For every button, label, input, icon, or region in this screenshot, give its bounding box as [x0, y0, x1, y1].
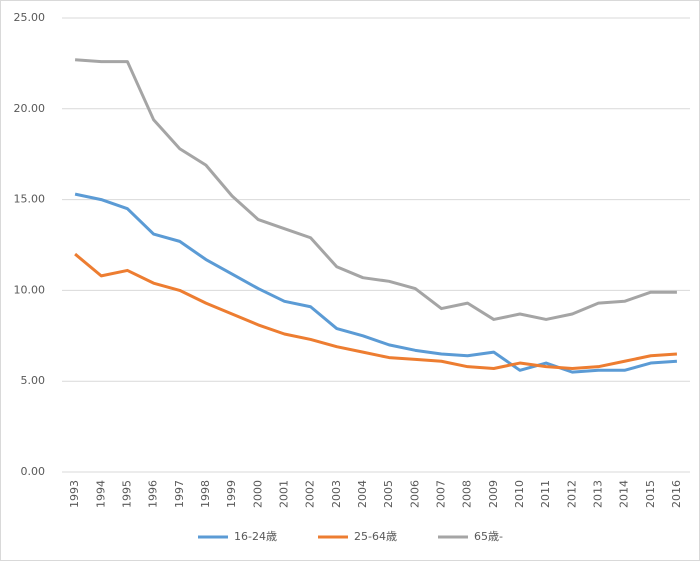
x-tick-label: 2011: [539, 480, 552, 508]
x-tick-label: 2008: [461, 480, 474, 508]
x-tick-label: 2003: [330, 480, 343, 508]
x-tick-label: 1996: [147, 480, 160, 508]
legend-label: 16-24歳: [234, 530, 277, 543]
y-tick-label: 10.00: [14, 283, 46, 296]
legend-label: 65歳-: [474, 530, 503, 543]
series-line: [74, 252, 678, 370]
y-tick-label: 5.00: [21, 374, 46, 387]
x-tick-label: 2006: [408, 480, 421, 508]
x-tick-label: 2005: [382, 480, 395, 508]
series-line: [74, 58, 677, 321]
x-tick-label: 2013: [591, 480, 604, 508]
x-tick-label: 2014: [618, 480, 631, 508]
x-tick-label: 2009: [487, 480, 500, 508]
x-tick-label: 2004: [356, 480, 369, 508]
x-tick-label: 2012: [565, 480, 578, 508]
x-tick-label: 1997: [173, 480, 186, 508]
x-tick-label: 1993: [68, 480, 81, 508]
series-line: [74, 192, 678, 374]
x-tick-label: 2000: [251, 480, 264, 508]
y-tick-label: 25.00: [14, 11, 46, 24]
y-tick-label: 0.00: [21, 465, 46, 478]
x-tick-label: 2001: [277, 480, 290, 508]
x-tick-label: 1995: [120, 480, 133, 508]
x-tick-label: 2010: [513, 480, 526, 508]
x-tick-label: 2002: [304, 480, 317, 508]
x-tick-label: 2015: [644, 480, 657, 508]
x-tick-label: 1994: [94, 480, 107, 508]
y-tick-label: 15.00: [14, 193, 46, 206]
x-tick-label: 1999: [225, 480, 238, 508]
x-tick-label: 2007: [434, 480, 447, 508]
legend-label: 25-64歳: [354, 530, 397, 543]
y-tick-label: 20.00: [14, 102, 46, 115]
x-tick-label: 1998: [199, 480, 212, 508]
x-tick-label: 2016: [670, 480, 683, 508]
